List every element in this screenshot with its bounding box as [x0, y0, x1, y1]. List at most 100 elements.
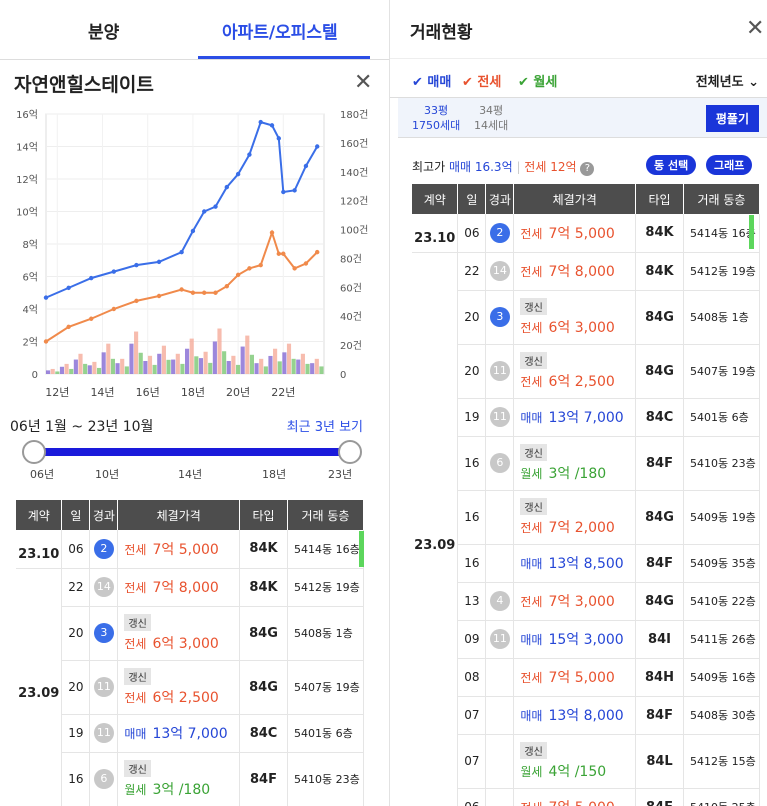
right-panel: 거래현황 ✕ ✔ 매매 ✔ 전세 ✔ 월세 전체년도 ⌄ 33평 1750세대 3… [390, 0, 767, 806]
cell-dong-floor: 5407동 19층 [683, 344, 761, 399]
max-label: 최고가 [412, 160, 446, 174]
data-point [134, 298, 139, 304]
table-row[interactable]: 16 갱신 전세 7억 2,000 84G 5409동 19층 [412, 490, 761, 545]
check-icon: ✔ [518, 75, 534, 90]
deal-price: 13억 8,500 [548, 556, 624, 572]
table-row[interactable]: 07 매매 13억 8,000 84F 5408동 30층 [412, 696, 761, 735]
filter-jeonse[interactable]: ✔ 전세 [462, 75, 502, 90]
graph-button[interactable]: 그래프 [706, 155, 753, 175]
cell-elapsed [485, 544, 515, 583]
cell-elapsed: 4 [485, 582, 515, 621]
renew-badge: 갱신 [124, 613, 151, 631]
cell-month: 23.09 [412, 252, 459, 806]
table-row[interactable]: 20 3 갱신 전세 6억 3,000 84G 5408동 1층 [412, 290, 761, 345]
renew-badge: 갱신 [520, 351, 547, 369]
tab-bunyang[interactable]: 분양 [88, 23, 120, 43]
volume-bar [254, 363, 259, 374]
volume-bar [277, 361, 282, 374]
volume-bar [268, 355, 273, 374]
volume-bar [69, 368, 74, 374]
table-row[interactable]: 23.10 06 2 전세 7억 5,000 84K 5414동 16층 [412, 214, 761, 253]
data-point [224, 184, 230, 190]
cell-dong-floor: 5411동 26층 [683, 620, 761, 659]
th-price: 체결가격 [117, 500, 241, 530]
table-row[interactable]: 16 6 갱신 월세 3억 /180 84F 5410동 23층 [412, 436, 761, 491]
cell-elapsed: 11 [485, 344, 515, 399]
deal-price: 7억 8,000 [548, 264, 615, 280]
cell-price: 매매 13억 7,000 [117, 714, 241, 753]
deal-price: 7억 2,000 [548, 519, 615, 536]
table-row[interactable]: 20 11 갱신 전세 6억 2,500 84G 5407동 19층 [16, 660, 365, 715]
area-33[interactable]: 33평 1750세대 [412, 104, 461, 132]
dong-select-button[interactable]: 동 선택 [646, 155, 697, 175]
tab-apartment[interactable]: 아파트/오피스텔 [222, 23, 338, 43]
recent-3y-button[interactable]: 최근 3년 보기 [286, 420, 363, 435]
filter-wolse[interactable]: ✔ 월세 [518, 75, 558, 90]
table-row[interactable]: 20 11 갱신 전세 6억 2,500 84G 5407동 19층 [412, 344, 761, 399]
volume-bar [208, 362, 213, 374]
cell-elapsed: 2 [485, 214, 515, 253]
cell-price: 전세 7억 5,000 [513, 788, 637, 806]
table-row[interactable]: 23.09 22 14 전세 7억 8,000 84K 5412동 19층 [412, 252, 761, 806]
close-icon[interactable]: ✕ [746, 16, 765, 41]
filter-maemae[interactable]: ✔ 매매 [412, 75, 452, 90]
cell-dong-floor: 5408동 1층 [287, 606, 365, 661]
area-34[interactable]: 34평 14세대 [474, 104, 509, 132]
filter-bar: ✔ 매매 ✔ 전세 ✔ 월세 전체년도 ⌄ [390, 58, 767, 98]
cell-unit-type: 84L [635, 734, 684, 789]
slider-knob-end[interactable] [338, 440, 362, 464]
cell-unit-type: 84G [635, 290, 684, 345]
cell-dong-floor: 5409동 16층 [683, 658, 761, 697]
volume-bar [166, 359, 171, 374]
cell-day: 20 [61, 660, 91, 715]
table-row[interactable]: 09 11 매매 15억 3,000 84I 5411동 26층 [412, 620, 761, 659]
cell-dong-floor: 5401동 6층 [287, 714, 365, 753]
volume-bar [157, 353, 162, 374]
deal-price: 7억 5,000 [548, 800, 614, 806]
volume-bar [180, 363, 185, 374]
cell-price: 갱신 전세 6억 2,500 [117, 660, 241, 715]
slider-year: 14년 [178, 468, 203, 481]
table-row[interactable]: 19 11 매매 13억 7,000 84C 5401동 6층 [412, 398, 761, 437]
data-point [235, 272, 241, 278]
cell-price: 갱신 월세 3억 /180 [513, 436, 637, 491]
table-row[interactable]: 08 전세 7억 5,000 84H 5409동 16층 [412, 658, 761, 697]
volume-bar [55, 371, 60, 374]
cell-unit-type: 84G [635, 490, 684, 545]
year-select[interactable]: 전체년도 ⌄ [695, 75, 759, 90]
volume-bar [175, 353, 180, 374]
volume-bar [138, 352, 143, 374]
help-icon[interactable]: ? [580, 162, 595, 176]
table-row[interactable]: 23.10 06 2 전세 7억 5,000 84K 5414동 16층 [16, 530, 365, 569]
slider-track[interactable] [34, 448, 350, 456]
close-icon[interactable]: ✕ [354, 70, 373, 95]
table-row[interactable]: 16 매매 13억 8,500 84F 5409동 35층 [412, 544, 761, 583]
cell-unit-type: 84G [239, 660, 288, 715]
cell-day: 06 [457, 788, 487, 806]
table-row[interactable]: 23.09 22 14 전세 7억 8,000 84K 5412동 19층 [16, 568, 365, 806]
table-row[interactable]: 19 11 매매 13억 7,000 84C 5401동 6층 [16, 714, 365, 753]
th-dong: 거래 동층 [287, 500, 365, 530]
volume-bar [87, 365, 92, 374]
pyeong-button[interactable]: 평풀기 [705, 105, 759, 132]
data-point [179, 249, 184, 255]
volume-bar [319, 366, 324, 374]
data-point [276, 136, 281, 141]
table-row[interactable]: 20 3 갱신 전세 6억 3,000 84G 5408동 1층 [16, 606, 365, 661]
data-point [202, 209, 207, 214]
table-row[interactable]: 13 4 전세 7억 3,000 84G 5410동 22층 [412, 582, 761, 621]
deal-type: 매매 [520, 709, 543, 723]
deal-price: 13억 7,000 [548, 410, 624, 426]
volume-bar [59, 366, 65, 374]
cell-unit-type: 84H [635, 658, 684, 697]
volume-bar [194, 356, 199, 374]
volume-bar [171, 359, 176, 374]
data-point [258, 119, 263, 125]
table-row[interactable]: 07 갱신 월세 4억 /150 84L 5412동 15층 [412, 734, 761, 789]
cell-elapsed: 3 [89, 606, 119, 661]
slider-knob-start[interactable] [22, 440, 46, 464]
cell-elapsed: 11 [89, 660, 119, 715]
volume-bar [249, 354, 254, 374]
table-row[interactable]: 16 6 갱신 월세 3억 /180 84F 5410동 23층 [16, 752, 365, 806]
